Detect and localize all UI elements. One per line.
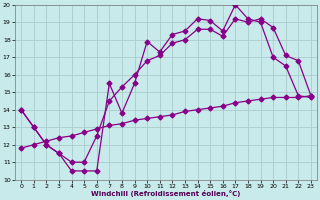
- X-axis label: Windchill (Refroidissement éolien,°C): Windchill (Refroidissement éolien,°C): [91, 190, 241, 197]
